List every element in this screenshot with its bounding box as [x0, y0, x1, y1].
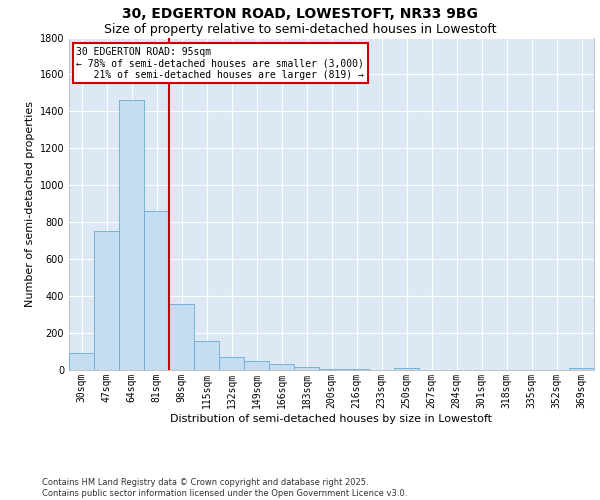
Bar — [319, 368, 344, 370]
Bar — [194, 342, 219, 370]
Bar — [569, 368, 594, 370]
Bar — [219, 357, 244, 370]
Text: Size of property relative to semi-detached houses in Lowestoft: Size of property relative to semi-detach… — [104, 22, 496, 36]
Bar — [269, 364, 294, 370]
Text: Contains HM Land Registry data © Crown copyright and database right 2025.
Contai: Contains HM Land Registry data © Crown c… — [42, 478, 407, 498]
Bar — [294, 366, 319, 370]
Bar — [69, 354, 94, 370]
Bar — [344, 369, 369, 370]
Text: 30 EDGERTON ROAD: 95sqm
← 78% of semi-detached houses are smaller (3,000)
   21%: 30 EDGERTON ROAD: 95sqm ← 78% of semi-de… — [77, 46, 364, 80]
Bar — [169, 304, 194, 370]
Bar — [144, 211, 169, 370]
Text: 30, EDGERTON ROAD, LOWESTOFT, NR33 9BG: 30, EDGERTON ROAD, LOWESTOFT, NR33 9BG — [122, 8, 478, 22]
Bar — [244, 361, 269, 370]
Bar — [394, 368, 419, 370]
Bar — [94, 230, 119, 370]
Bar — [119, 100, 144, 370]
Y-axis label: Number of semi-detached properties: Number of semi-detached properties — [25, 101, 35, 306]
X-axis label: Distribution of semi-detached houses by size in Lowestoft: Distribution of semi-detached houses by … — [170, 414, 493, 424]
